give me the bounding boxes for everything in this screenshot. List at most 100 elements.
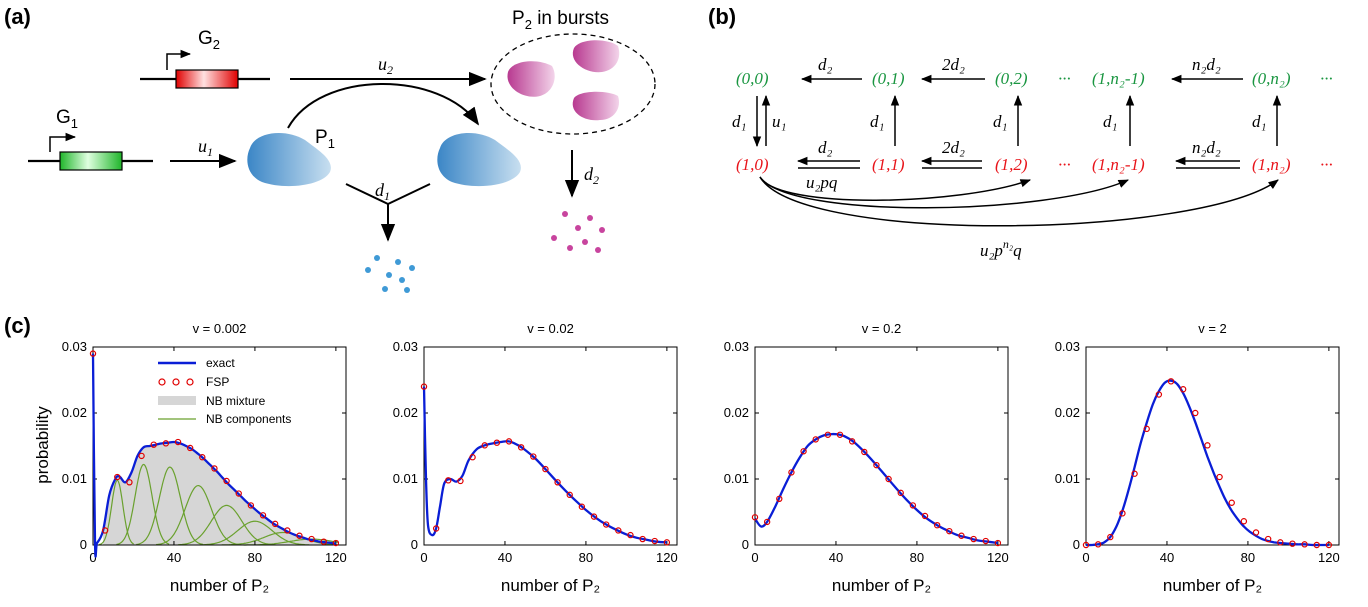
exact-curve [754, 432, 999, 545]
fsp-point [836, 431, 844, 438]
y-tick-label: 0.03 [1055, 339, 1080, 354]
legend-fsp: FSP [206, 375, 229, 389]
x-tick-label: 40 [1160, 550, 1174, 565]
rate-top-1: d₂ [818, 55, 833, 74]
y-axis-label: probability [33, 406, 52, 484]
x-axis-label: number of P₂ [832, 576, 931, 595]
fsp-point [1179, 386, 1187, 393]
fsp-point [259, 512, 267, 519]
chart-title: v = 0.2 [862, 321, 901, 336]
arc-arrow-p1 [287, 83, 480, 129]
panel-label-b: (b) [708, 4, 736, 29]
nb-component-3 [136, 466, 204, 546]
fsp-point [126, 479, 133, 486]
legend-mixture: NB mixture [206, 394, 266, 408]
fsp-point [861, 448, 868, 456]
y-tick-label: 0 [80, 537, 87, 552]
fsp-point [566, 491, 573, 499]
state-top-0: (0,0) [736, 69, 769, 88]
gene-g2-label: G2 [198, 28, 220, 52]
fsp-point [1289, 540, 1296, 547]
rate-burst: u₂pq [806, 173, 838, 192]
fsp-point [101, 527, 109, 534]
y-tick-label: 0 [742, 537, 749, 552]
fsp-point [848, 438, 856, 445]
fsp-point [1216, 473, 1223, 481]
x-tick-label: 120 [1318, 550, 1340, 565]
x-tick-label: 40 [167, 550, 181, 565]
state-top-3: ··· [1058, 69, 1071, 88]
chart-4: v = 2 0 0.01 0.02 0.03 0 40 80 120 number of P₂ [1055, 321, 1340, 595]
protein-p1-left [247, 133, 331, 187]
fsp-point [332, 539, 340, 547]
fsp-point [1131, 470, 1138, 477]
legend: exact FSP NB mixture NB components [158, 356, 291, 426]
x-axis-label: number of P₂ [170, 576, 269, 595]
x-tick-label: 120 [656, 550, 678, 565]
protein-p1-right [437, 133, 521, 187]
rate-vertical-4: d₁ [1252, 112, 1266, 131]
fsp-point [933, 522, 941, 529]
fsp-point [1143, 425, 1150, 433]
fsp-point [824, 431, 832, 438]
svg-text:d2: d2 [584, 164, 599, 187]
y-tick-label: 0 [1073, 537, 1080, 552]
exact-curve [91, 353, 337, 558]
fsp-point [1277, 539, 1284, 546]
fsp-point [663, 539, 671, 546]
fsp-point [921, 512, 929, 520]
protein-p1-label: P1 [315, 127, 335, 151]
fsp-point [751, 514, 759, 521]
fsp-point [150, 441, 157, 448]
fsp-point [223, 477, 230, 485]
fsp-point [174, 438, 182, 446]
gene-g2: G2 [140, 28, 270, 89]
rate-vertical-up: u₁ [772, 112, 786, 131]
fsp-point [445, 477, 452, 484]
degradation-d2: d2 [551, 150, 605, 253]
state-bottom-3: ··· [1058, 155, 1071, 174]
x-tick-label: 80 [910, 550, 924, 565]
fsp-point [909, 502, 917, 509]
fsp-point [284, 527, 291, 534]
fsp-point [271, 520, 279, 528]
fsp-point [505, 438, 513, 445]
label-u2: u2 [378, 54, 393, 77]
fsp-point [812, 436, 819, 443]
fsp-point [186, 444, 194, 452]
fsp-point [457, 477, 464, 485]
fsp-point [296, 532, 303, 539]
fsp-point [1119, 510, 1126, 517]
state-bottom-4: (1,n₂-1) [1092, 155, 1145, 174]
state-diagram: (0,0) (0,1) (0,2) ··· (1,n₂-1) (0,n₂) ··… [736, 69, 1333, 174]
degradation-d1: d1 [345, 180, 431, 293]
x-tick-label: 120 [987, 550, 1009, 565]
fsp-point [1301, 541, 1308, 548]
x-tick-label: 0 [1082, 550, 1089, 565]
exact-curve [1085, 379, 1329, 547]
state-top-6: ··· [1320, 69, 1333, 88]
state-top-5: (0,n₂) [1252, 69, 1291, 88]
y-tick-label: 0.02 [62, 405, 87, 420]
legend-exact: exact [206, 356, 235, 370]
fsp-point [578, 503, 586, 510]
chart-3: v = 0.2 0 0.01 0.02 0.03 0 40 80 120 number of P₂ [724, 321, 1009, 595]
fsp-point [420, 383, 428, 390]
rate-vertical-1: d₁ [870, 112, 884, 131]
fsp-point [763, 518, 771, 526]
fsp-point [1094, 541, 1102, 548]
fsp-point [970, 535, 977, 543]
fsp-point [469, 454, 476, 461]
x-tick-label: 80 [1241, 550, 1255, 565]
fsp-point [517, 444, 525, 451]
y-tick-label: 0.03 [62, 339, 87, 354]
y-tick-label: 0.01 [62, 471, 87, 486]
fsp-point [138, 452, 145, 460]
fsp-point [982, 537, 989, 545]
legend-mixture-swatch [158, 396, 196, 405]
chart-title: v = 0.02 [527, 321, 574, 336]
fsp-point [1264, 535, 1272, 543]
state-bottom-1: (1,1) [872, 155, 905, 174]
fsp-point [542, 465, 549, 473]
x-axis-label: number of P₂ [1163, 576, 1262, 595]
